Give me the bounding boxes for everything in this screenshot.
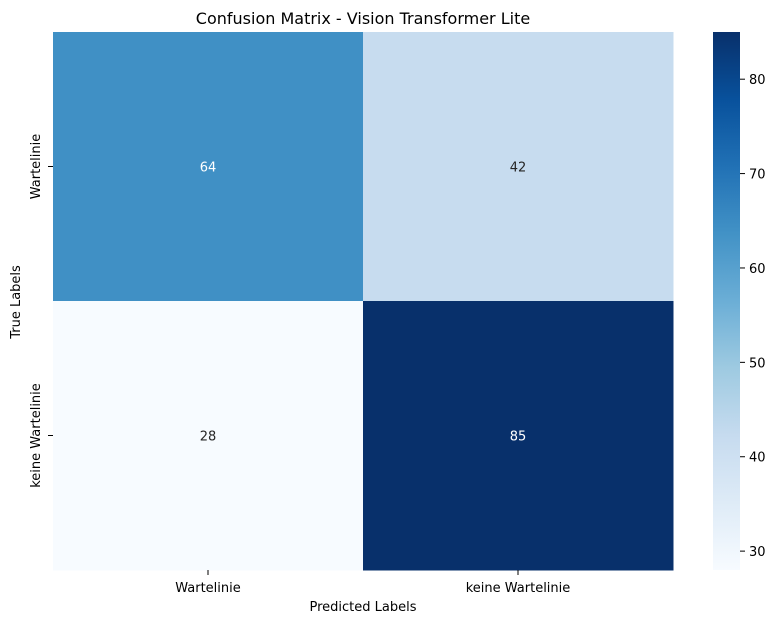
colorbar-ticks: 30 40 50 60 70 80	[740, 73, 766, 560]
colorbar-tick-label: 40	[749, 451, 766, 466]
x-tick-label: Wartelinie	[175, 581, 241, 596]
cell-value-label: 28	[200, 430, 217, 445]
colorbar-tick-label: 80	[749, 73, 766, 88]
colorbar-tick-label: 30	[749, 545, 766, 560]
heatmap-cell	[53, 301, 364, 571]
colorbar	[713, 32, 740, 570]
heatmap-cell	[53, 32, 364, 302]
y-axis-label: True Labels	[9, 265, 24, 340]
heatmap-cell-labels: 64 42 28 85	[200, 161, 527, 445]
y-tick-label: keine Wartelinie	[29, 383, 44, 488]
x-axis-ticks: Wartelinie keine Wartelinie	[175, 570, 570, 596]
cell-value-label: 42	[510, 161, 527, 176]
y-axis-ticks: Wartelinie keine Wartelinie	[29, 134, 53, 488]
colorbar-tick-label: 60	[749, 262, 766, 277]
heatmap-cell	[363, 32, 674, 302]
heatmap-cells	[53, 32, 674, 571]
chart-title: Confusion Matrix - Vision Transformer Li…	[196, 9, 530, 28]
x-axis-label: Predicted Labels	[309, 600, 416, 615]
cell-value-label: 64	[200, 161, 217, 176]
x-tick-label: keine Wartelinie	[466, 581, 571, 596]
cell-value-label: 85	[510, 430, 527, 445]
heatmap-cell	[363, 301, 674, 571]
y-tick-label: Wartelinie	[29, 134, 44, 200]
colorbar-tick-label: 50	[749, 356, 766, 371]
colorbar-tick-label: 70	[749, 168, 766, 183]
